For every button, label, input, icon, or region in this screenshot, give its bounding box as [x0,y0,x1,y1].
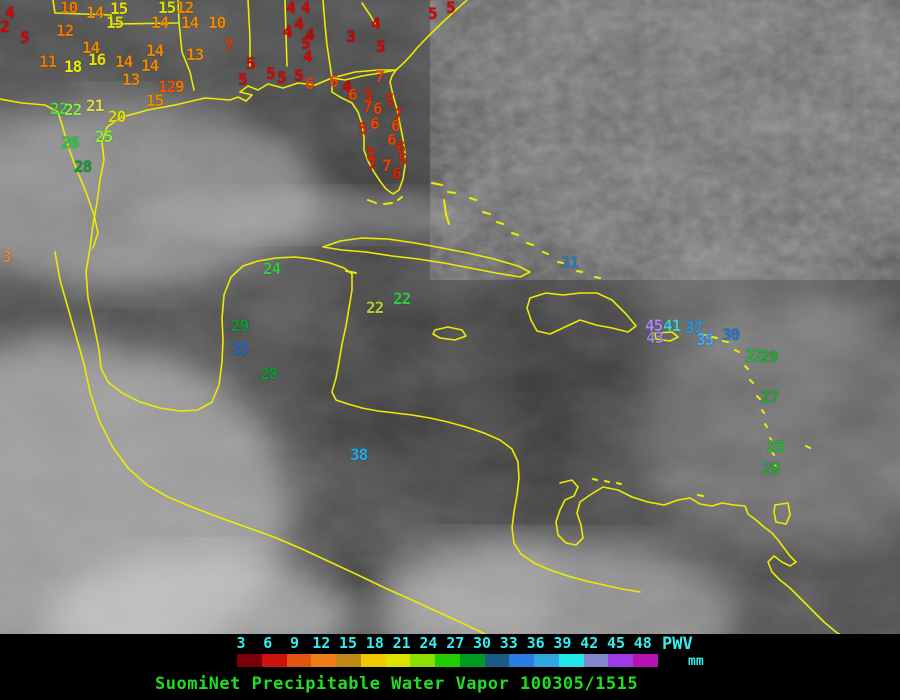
colorbar-tick-label: 6 [263,634,273,652]
rio-grande-border [0,98,99,249]
colorbar-segment [360,654,386,667]
colorbar-tick-label: 24 [419,634,438,652]
colorbar-tick-label: 12 [312,634,331,652]
colorbar-tick-label: 45 [606,634,626,652]
product-caption: SuomiNet Precipitable Water Vapor 100305… [155,674,639,694]
hispaniola-coast [526,292,637,335]
atlantic-coast [395,0,468,71]
colorbar-gradient [237,654,659,667]
colorbar-segment [558,654,584,667]
colorbar-tick-label: 33 [499,634,518,652]
colorbar-segment [435,654,460,667]
colorbar-segment [583,654,609,667]
colorbar-segment [385,654,411,667]
colorbar-segment [261,654,287,667]
colorbar-segment [336,654,361,667]
colorbar-unit-label: PWV [662,634,693,654]
colorbar-segment [459,654,485,667]
south-america-coast [555,479,841,634]
colorbar-unit-sub: mm [688,654,704,669]
colorbar-segment [509,654,535,667]
cumulus-field-texture [430,0,900,280]
coastline-overlay [0,0,841,634]
colorbar-tick-label: 39 [553,634,572,652]
colorbar-tick-label: 48 [633,634,652,652]
colorbar-tick-label: 9 [289,634,299,652]
pacific-coast [54,251,488,634]
colorbar-tick-label: 3 [236,634,246,652]
colorbar-segment [410,654,436,667]
colorbar-tick-label: 15 [339,634,358,652]
colorbar-tick-label: 42 [580,634,599,652]
bahamas-islands [431,182,601,279]
colorbar-tick-label: 36 [526,634,545,652]
colorbar-segment [608,654,634,667]
state-borders [52,0,180,25]
colorbar-tick-label: 30 [472,634,492,652]
satellite-map [0,0,900,634]
colorbar-tick-label: 18 [365,634,384,652]
colorbar-ticks: 3 6 9 12 15 18 21 24 27 30 33 36 39 42 45 48 [232,636,652,651]
colorbar-segment [311,654,337,667]
gulf-coast [85,77,641,593]
colorbar-tick-label: 27 [446,634,465,652]
colorbar-segment [237,654,262,667]
colorbar-tick-label: 21 [392,634,411,652]
jamaica-coast [432,326,467,341]
colorbar-segment [286,654,312,667]
lesser-antilles-islands [699,333,811,468]
colorbar-segment [484,654,510,667]
trinidad-coast [773,502,791,525]
florida-coast [331,69,406,195]
cuba-coast [322,237,531,278]
colorbar-segment [633,654,659,667]
colorbar-segment [534,654,559,667]
puerto-rico-coast [654,331,679,342]
